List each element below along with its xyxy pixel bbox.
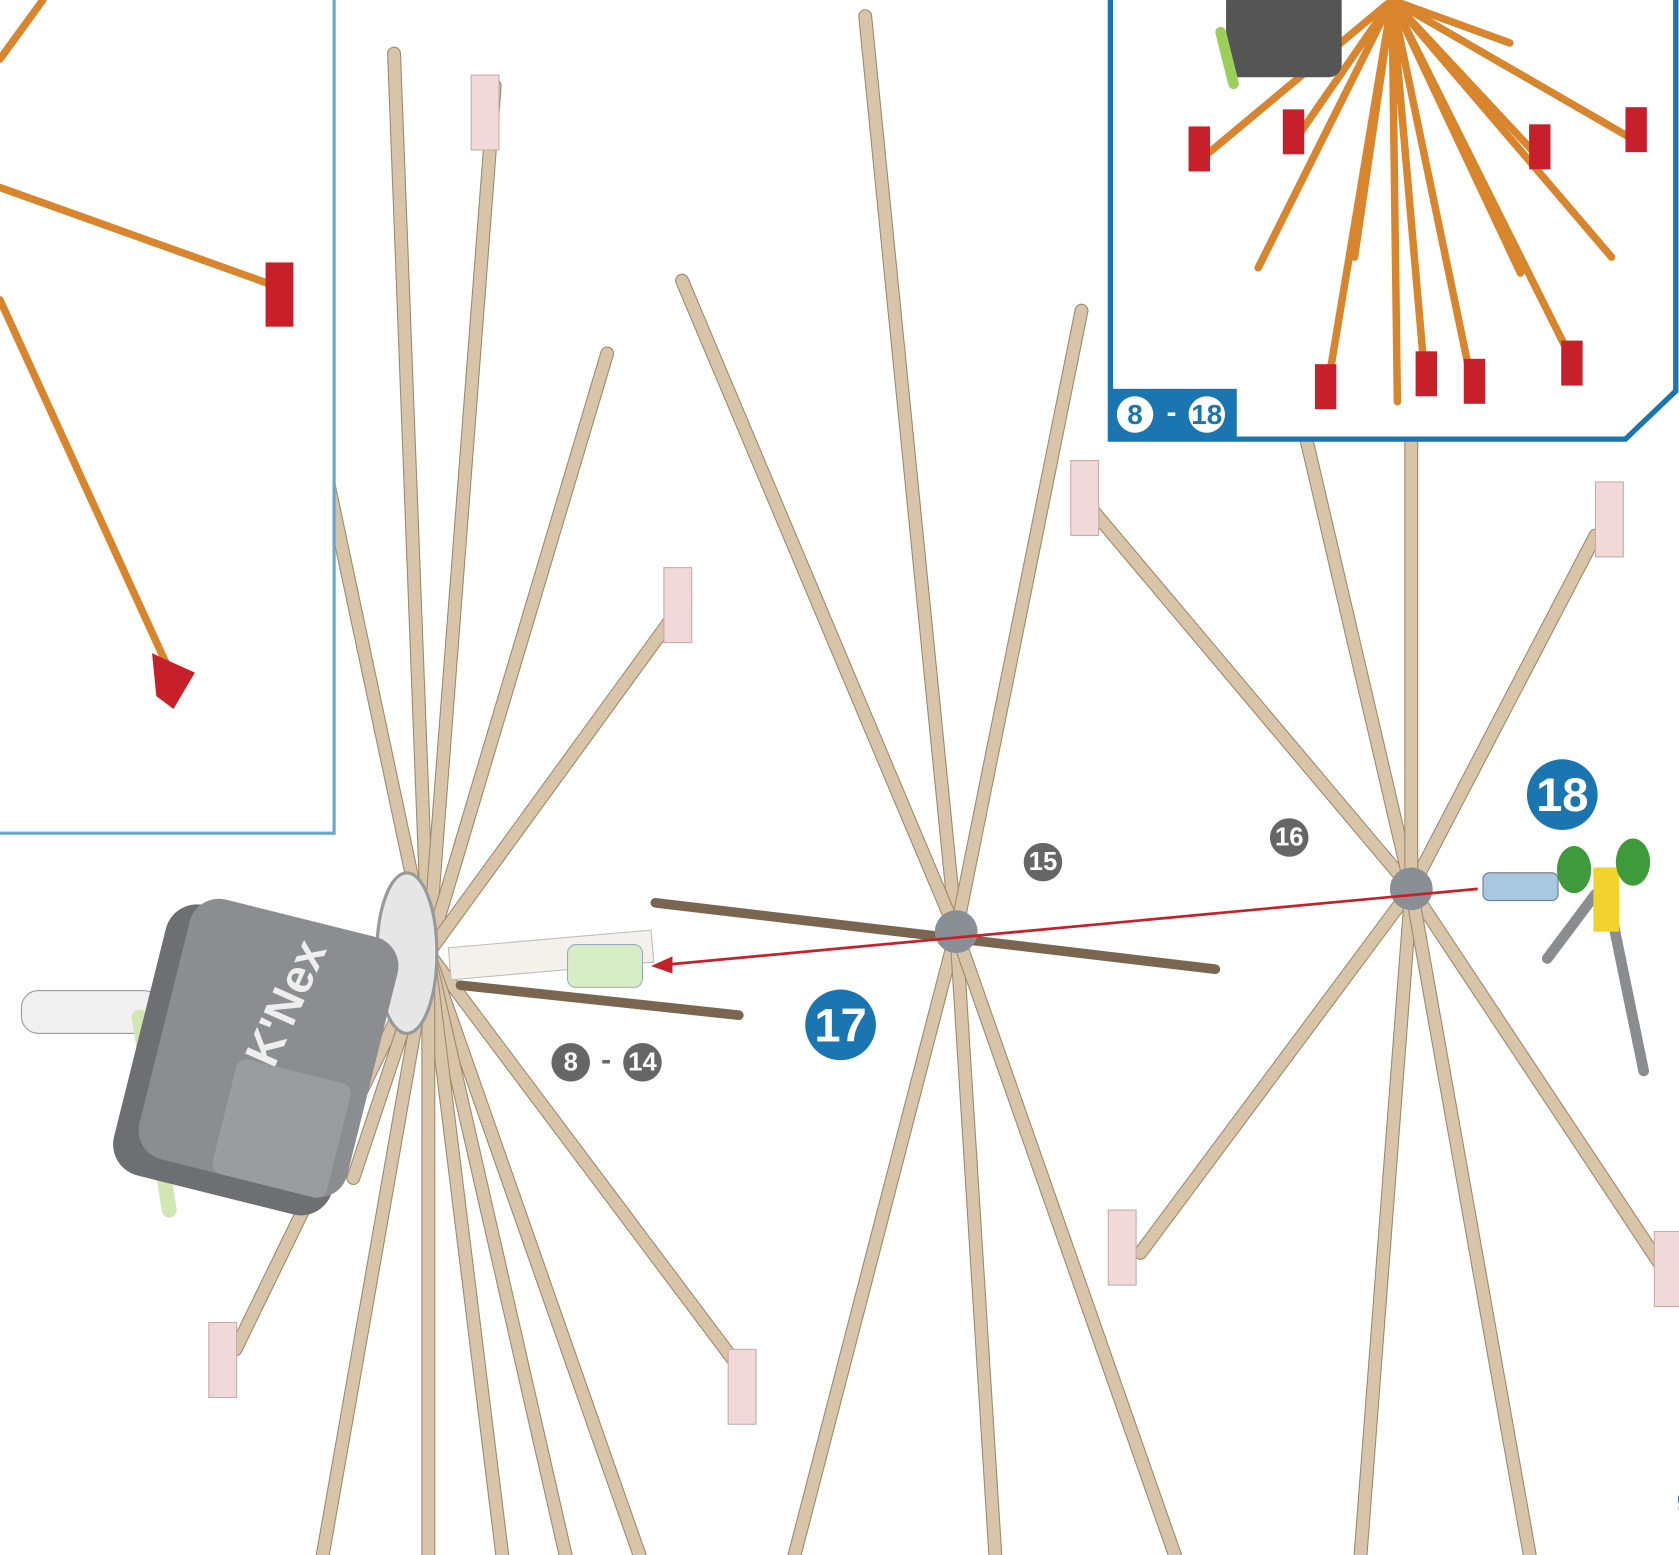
connector bbox=[728, 1349, 756, 1424]
left-inset bbox=[0, 0, 334, 833]
rod bbox=[1360, 889, 1411, 1555]
connector bbox=[1529, 124, 1550, 169]
page: Build step page {"steps": {"large": ["17… bbox=[0, 0, 1679, 1555]
connector bbox=[1071, 461, 1099, 536]
hub bbox=[1390, 867, 1433, 910]
rod bbox=[1411, 536, 1595, 889]
clip bbox=[1616, 839, 1650, 886]
step-number: 18 bbox=[1536, 768, 1588, 821]
rod bbox=[956, 311, 1081, 932]
rod bbox=[1140, 889, 1411, 1253]
connector bbox=[471, 75, 499, 150]
arrow-head bbox=[651, 956, 672, 973]
step-number: 15 bbox=[1029, 848, 1058, 876]
instruction-page: 8 - 18 K'Nex 17 18 bbox=[0, 0, 1679, 1555]
connector bbox=[664, 568, 692, 643]
rod bbox=[428, 600, 685, 953]
axle bbox=[1483, 873, 1558, 901]
inset-to: 18 bbox=[1191, 399, 1222, 430]
clip bbox=[1557, 846, 1591, 893]
right-inset: 8 - 18 bbox=[1110, 0, 1675, 441]
rod bbox=[1547, 894, 1595, 958]
connector bbox=[1464, 359, 1485, 404]
connector bbox=[1561, 341, 1582, 386]
connector bbox=[1625, 107, 1646, 152]
connector bbox=[568, 945, 643, 988]
connector bbox=[1593, 867, 1619, 931]
range-from: 8 bbox=[564, 1048, 578, 1076]
rod bbox=[460, 985, 738, 1015]
connector bbox=[209, 1323, 237, 1398]
page-body: 8 - 18 K'Nex 17 18 bbox=[0, 0, 1679, 1555]
connector bbox=[1283, 109, 1304, 154]
hub bbox=[935, 910, 978, 953]
connector bbox=[1416, 351, 1437, 396]
motor bbox=[1226, 0, 1342, 77]
inset-from: 8 bbox=[1127, 399, 1142, 430]
connector bbox=[1654, 1232, 1679, 1307]
rod bbox=[682, 281, 956, 932]
rod bbox=[865, 16, 956, 932]
connector bbox=[266, 262, 294, 326]
inset-separator: - bbox=[1166, 396, 1176, 429]
connector bbox=[1108, 1210, 1136, 1285]
step-number: 17 bbox=[814, 998, 866, 1051]
range-separator: - bbox=[601, 1044, 611, 1077]
range-to: 14 bbox=[628, 1048, 657, 1076]
connector bbox=[1595, 482, 1623, 557]
step-number: 16 bbox=[1275, 823, 1304, 851]
connector bbox=[1315, 364, 1336, 409]
connector bbox=[1189, 126, 1210, 171]
